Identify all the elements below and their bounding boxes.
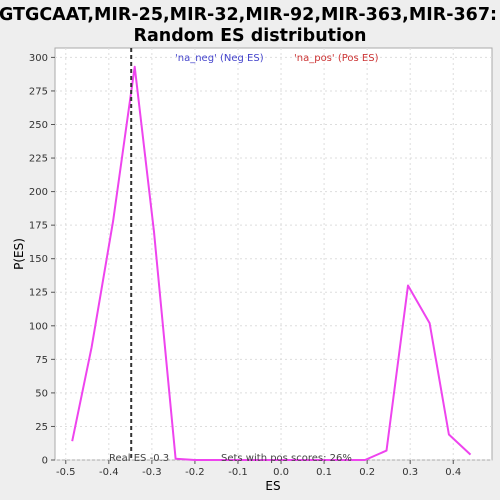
legend-item-pos: 'na_pos' (Pos ES) [294, 53, 379, 64]
legend-item-neg: 'na_neg' (Neg ES) [175, 53, 264, 64]
series-line [71, 65, 472, 461]
series-layer [71, 65, 472, 461]
x-tick-label: 0.2 [359, 467, 375, 478]
y-tick-label: 250 [29, 120, 48, 131]
x-axis-label: ES [265, 479, 280, 493]
grid-lines [55, 48, 492, 461]
y-tick-label: 300 [29, 53, 48, 64]
y-tick-label: 25 [35, 422, 48, 433]
x-tick-label: -0.3 [142, 467, 162, 478]
y-tick-label: 50 [35, 388, 48, 399]
x-tick-label: 0.0 [273, 467, 289, 478]
x-tick-label: -0.4 [99, 467, 119, 478]
x-tick-label: 0.1 [316, 467, 332, 478]
x-tick-label: -0.2 [185, 467, 205, 478]
plot-area [54, 47, 493, 461]
y-axis-label: P(ES) [12, 238, 26, 270]
y-axis-ticks: 0 25 50 75 100 125 150 175 200 225 250 275 300 [29, 53, 55, 467]
y-tick-label: 100 [29, 321, 48, 332]
y-tick-label: 0 [42, 456, 48, 467]
real-es-label: Real ES -0.3 [109, 453, 169, 464]
x-tick-label: 0.4 [445, 467, 461, 478]
chart-title-line-1: GTGCAAT,MIR-25,MIR-32,MIR-92,MIR-363,MIR… [0, 5, 497, 25]
y-tick-label: 75 [35, 355, 48, 366]
x-axis-ticks: -0.5 -0.4 -0.3 -0.2 -0.1 0.0 0.1 0.2 0.3 0.4 [56, 460, 461, 478]
y-tick-label: 200 [29, 187, 48, 198]
y-tick-label: 150 [29, 254, 48, 265]
x-tick-label: -0.1 [228, 467, 248, 478]
y-tick-label: 175 [29, 221, 48, 232]
x-tick-label: 0.3 [402, 467, 418, 478]
y-tick-label: 225 [29, 154, 48, 165]
chart-title-line-2: Random ES distribution [133, 26, 366, 46]
pos-scores-annotation: Sets with pos scores: 26% [221, 453, 352, 464]
y-tick-label: 125 [29, 288, 48, 299]
x-tick-label: -0.5 [56, 467, 76, 478]
y-tick-label: 275 [29, 86, 48, 97]
